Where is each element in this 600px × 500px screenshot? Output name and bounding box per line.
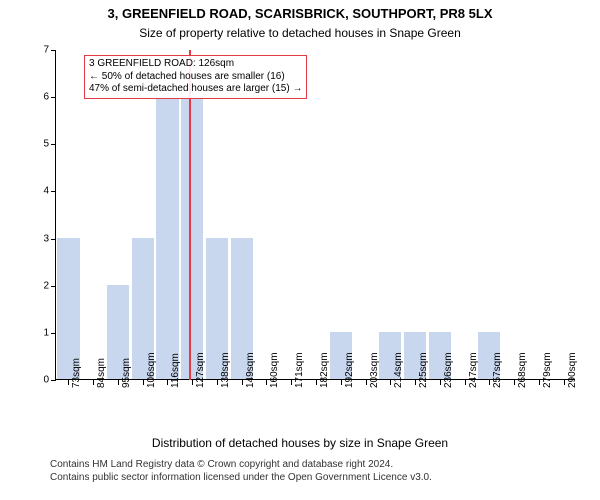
x-tick-label: 182sqm (319, 352, 330, 388)
x-tick-label: 214sqm (393, 352, 404, 388)
histogram-bar (181, 96, 203, 379)
x-tick (192, 380, 193, 385)
x-tick (266, 380, 267, 385)
y-tick-label: 6 (35, 92, 49, 103)
x-tick-label: 95sqm (121, 358, 132, 388)
footer-line1: Contains HM Land Registry data © Crown c… (50, 459, 393, 470)
annotation-line2: ← 50% of detached houses are smaller (16… (89, 71, 285, 82)
y-tick (51, 239, 56, 240)
property-marker-line (189, 50, 191, 380)
y-tick (51, 144, 56, 145)
x-tick-label: 257sqm (492, 352, 503, 388)
x-tick (118, 380, 119, 385)
y-tick (51, 97, 56, 98)
footer: Contains HM Land Registry data © Crown c… (0, 458, 600, 484)
y-tick-label: 0 (35, 375, 49, 386)
x-tick (291, 380, 292, 385)
y-tick (51, 333, 56, 334)
annotation-line3: 47% of semi-detached houses are larger (… (89, 83, 302, 94)
y-tick-label: 2 (35, 280, 49, 291)
x-tick-label: 225sqm (418, 352, 429, 388)
x-tick (143, 380, 144, 385)
x-tick (366, 380, 367, 385)
histogram-bar (156, 96, 178, 379)
x-tick-label: 73sqm (71, 358, 82, 388)
x-tick-label: 106sqm (146, 352, 157, 388)
x-tick (415, 380, 416, 385)
y-tick-label: 4 (35, 186, 49, 197)
x-tick (489, 380, 490, 385)
chart-subtitle: Size of property relative to detached ho… (0, 26, 600, 40)
x-tick-label: 236sqm (443, 352, 454, 388)
x-tick (514, 380, 515, 385)
x-tick-label: 127sqm (195, 352, 206, 388)
y-tick (51, 286, 56, 287)
y-tick-label: 5 (35, 139, 49, 150)
x-tick (242, 380, 243, 385)
x-tick-label: 149sqm (245, 352, 256, 388)
y-tick-label: 1 (35, 327, 49, 338)
x-tick-label: 247sqm (468, 352, 479, 388)
x-tick (440, 380, 441, 385)
x-tick (539, 380, 540, 385)
x-tick (465, 380, 466, 385)
x-tick (93, 380, 94, 385)
y-tick-label: 3 (35, 233, 49, 244)
x-tick (167, 380, 168, 385)
x-tick-label: 268sqm (517, 352, 528, 388)
x-tick-label: 116sqm (170, 353, 181, 388)
y-tick (51, 50, 56, 51)
chart-title: 3, GREENFIELD ROAD, SCARISBRICK, SOUTHPO… (0, 6, 600, 21)
x-tick-label: 279sqm (542, 352, 553, 388)
x-tick-label: 290sqm (567, 352, 578, 388)
x-tick (341, 380, 342, 385)
x-tick-label: 160sqm (269, 352, 280, 388)
x-axis-label: Distribution of detached houses by size … (0, 436, 600, 450)
plot-area: 3 GREENFIELD ROAD: 126sqm ← 50% of detach… (55, 50, 575, 380)
x-tick-label: 84sqm (96, 358, 107, 388)
x-tick (217, 380, 218, 385)
footer-line2: Contains public sector information licen… (50, 472, 432, 483)
x-tick-label: 171sqm (294, 352, 305, 388)
x-tick (68, 380, 69, 385)
x-tick (316, 380, 317, 385)
x-tick (390, 380, 391, 385)
annotation-box: 3 GREENFIELD ROAD: 126sqm ← 50% of detach… (84, 55, 307, 99)
y-tick-label: 7 (35, 45, 49, 56)
x-tick-label: 203sqm (369, 352, 380, 388)
annotation-line1: 3 GREENFIELD ROAD: 126sqm (89, 58, 234, 69)
x-tick-label: 192sqm (344, 352, 355, 388)
y-tick (51, 380, 56, 381)
x-tick (564, 380, 565, 385)
y-tick (51, 191, 56, 192)
x-tick-label: 138sqm (220, 352, 231, 388)
